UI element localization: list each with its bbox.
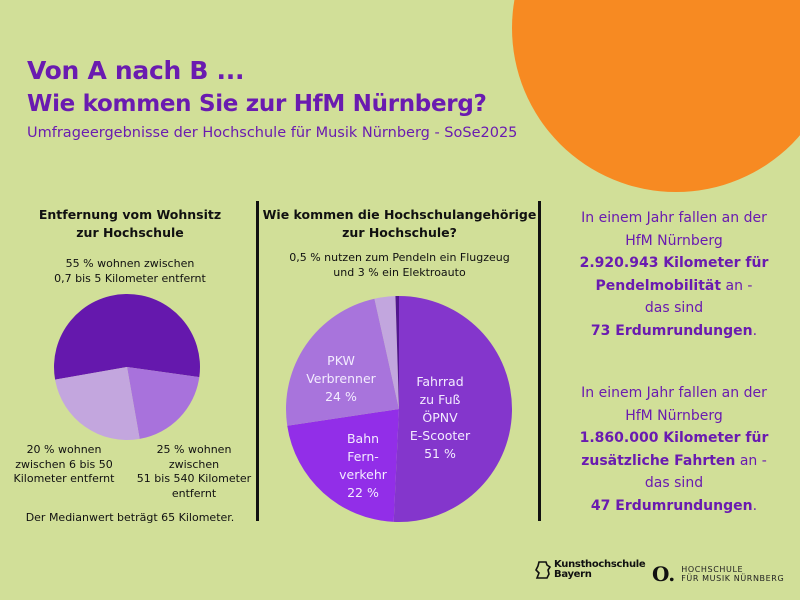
info1-line2: HfM Nürnberg bbox=[625, 232, 723, 249]
logo-kunsthochschule-bayern: Kunsthochschule Bayern bbox=[535, 559, 646, 580]
transport-note-line1: 0,5 % nutzen zum Pendeln ein Flugzeug bbox=[289, 251, 510, 264]
info2-line6-rest: . bbox=[752, 497, 758, 514]
pie-slice-1 bbox=[287, 409, 399, 522]
transport-title-line1: Wie kommen die Hochschulangehörige bbox=[262, 207, 537, 222]
pie-slice-3 bbox=[374, 296, 399, 409]
pie-slice-label-1: Bahn Fern-verkehr 22 % bbox=[339, 431, 388, 500]
logo2-line2: FÜR MUSIK NÜRNBERG bbox=[681, 574, 785, 583]
info1-line6-rest: . bbox=[752, 322, 758, 339]
transport-chart-title: Wie kommen die Hochschulangehörige zur H… bbox=[262, 206, 537, 242]
info1-category: Pendelmobilität bbox=[595, 277, 722, 294]
info-block-commute: In einem Jahr fallen an der HfM Nürnberg… bbox=[549, 207, 799, 342]
hfm-logo-o-icon: O. bbox=[652, 562, 676, 586]
page-subtitle: Umfrageergebnisse der Hochschule für Mus… bbox=[27, 125, 518, 141]
info-block-additional: In einem Jahr fallen an der HfM Nürnberg… bbox=[549, 382, 799, 517]
label-right-line1: 25 % wohnen bbox=[156, 443, 232, 456]
label-left-line1: 20 % wohnen bbox=[26, 443, 102, 456]
label-right-line3: 51 bis 540 Kilometer bbox=[136, 472, 252, 485]
distance-pie-chart bbox=[54, 294, 201, 440]
transport-title-line2: zur Hochschule? bbox=[342, 225, 457, 240]
distance-label-left: 20 % wohnen zwischen 6 bis 50 Kilometer … bbox=[4, 443, 124, 487]
label-left-line2: zwischen 6 bis 50 bbox=[15, 457, 113, 471]
pie-slice-label-2: PKW Verbrenner 24 % bbox=[306, 353, 376, 404]
logo1-line2: Bayern bbox=[554, 569, 592, 580]
info1-line4-rest: an - bbox=[721, 277, 753, 294]
transport-note-line2: und 3 % ein Elektroauto bbox=[333, 265, 466, 279]
label-top-line1: 55 % wohnen zwischen bbox=[65, 257, 195, 270]
label-right-line2: zwischen bbox=[168, 457, 220, 471]
distance-label-top: 55 % wohnen zwischen 0,7 bis 5 Kilometer… bbox=[20, 257, 240, 286]
info2-line2: HfM Nürnberg bbox=[625, 407, 723, 424]
decorative-orange-circle bbox=[512, 0, 800, 192]
distance-label-right: 25 % wohnen zwischen 51 bis 540 Kilomete… bbox=[132, 443, 256, 501]
kunsthochschule-logo-icon bbox=[535, 561, 551, 579]
label-right-line4: entfernt bbox=[171, 486, 217, 500]
logo2-line1: HOCHSCHULE bbox=[681, 565, 744, 574]
pie-slice-1 bbox=[127, 367, 200, 439]
distance-chart-title: Entfernung vom Wohnsitz zur Hochschule bbox=[20, 206, 240, 242]
label-top-line2: 0,7 bis 5 Kilometer entfernt bbox=[54, 271, 206, 285]
info2-category: zusätzliche Fahrten bbox=[581, 452, 736, 469]
info1-line1: In einem Jahr fallen an der bbox=[581, 210, 767, 226]
median-note: Der Medianwert beträgt 65 Kilometer. bbox=[25, 511, 235, 524]
pie-slice-2 bbox=[55, 367, 140, 440]
pie-slice-0 bbox=[393, 296, 513, 522]
pie-slice-2 bbox=[286, 298, 399, 426]
logo-hfm-nuernberg: O. HOCHSCHULE FÜR MUSIK NÜRNBERG bbox=[652, 562, 784, 586]
info2-line5: das sind bbox=[644, 475, 704, 491]
logo1-line1: Kunsthochschule bbox=[554, 559, 646, 570]
pie-slice-label-0: Fahrrad zu Fuß ÖPNV E-Scooter 51 % bbox=[410, 374, 471, 461]
page-title: Von A nach B ... bbox=[27, 56, 245, 85]
distance-title-line2: zur Hochschule bbox=[76, 225, 184, 240]
info2-line4-rest: an - bbox=[735, 452, 767, 469]
transport-note: 0,5 % nutzen zum Pendeln ein Flugzeug un… bbox=[262, 251, 537, 280]
info2-earth-orbits: 47 Erdumrundungen bbox=[590, 497, 753, 514]
label-left-line3: Kilometer entfernt bbox=[13, 472, 115, 485]
info1-line5: das sind bbox=[644, 300, 704, 316]
divider-left bbox=[256, 201, 259, 521]
info2-line1: In einem Jahr fallen an der bbox=[581, 385, 767, 401]
transport-pie-chart: Fahrrad zu Fuß ÖPNV E-Scooter 51 % Bahn Fern-v… bbox=[286, 296, 513, 522]
pie-slice-4 bbox=[395, 296, 399, 409]
page-headline: Wie kommen Sie zur HfM Nürnberg? bbox=[27, 91, 487, 117]
distance-title-line1: Entfernung vom Wohnsitz bbox=[38, 207, 222, 222]
divider-right bbox=[538, 201, 541, 521]
info1-earth-orbits: 73 Erdumrundungen bbox=[590, 322, 753, 339]
info1-km-value: 2.920.943 Kilometer für bbox=[579, 255, 769, 271]
info2-km-value: 1.860.000 Kilometer für bbox=[579, 430, 769, 446]
pie-slice-0 bbox=[54, 294, 201, 380]
